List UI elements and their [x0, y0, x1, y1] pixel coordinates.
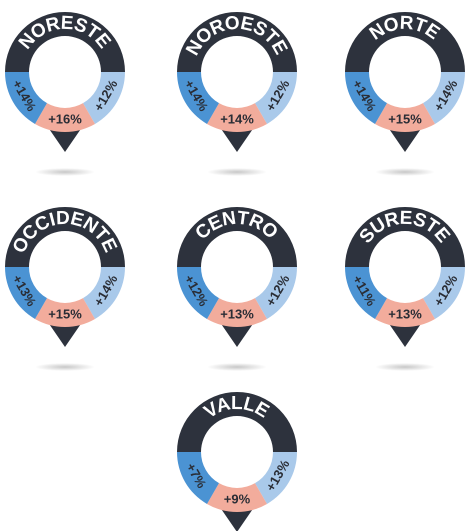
pin: NORTE+14%+15%+14% — [345, 12, 465, 176]
pin-shadow — [375, 168, 435, 176]
segment-label: +14% — [220, 111, 254, 126]
pin: OCCIDENTE+13%+15%+14% — [5, 207, 125, 371]
segment-label: +15% — [48, 306, 82, 321]
segment-bottom — [35, 298, 95, 327]
pin-top — [177, 207, 297, 267]
segment-right — [255, 267, 297, 319]
segment-left — [5, 72, 47, 124]
pin-title: VALLE — [200, 393, 273, 423]
pin-shadow — [35, 363, 95, 371]
pin-top — [177, 12, 297, 72]
segment-bottom — [35, 103, 95, 132]
pin: VALLE+7%+9%+13% — [177, 392, 297, 531]
segment-label: +13% — [220, 306, 254, 321]
segment-right — [255, 452, 297, 504]
segment-bottom — [207, 483, 267, 512]
pin-title-text: NORTE — [366, 13, 443, 45]
segment-left — [177, 267, 219, 319]
segment-right — [255, 72, 297, 124]
segment-right — [83, 267, 125, 319]
pin-title-text: OCCIDENTE — [9, 208, 120, 257]
pin-top — [177, 392, 297, 452]
segment-label: +13% — [388, 306, 422, 321]
segment-right — [423, 267, 465, 319]
pin-title: NORTE — [366, 13, 444, 45]
pin: NOROESTE+14%+14%+12% — [177, 12, 297, 176]
segment-left — [5, 267, 47, 319]
pin: NORESTE+14%+16%+12% — [5, 12, 125, 176]
pin: SURESTE+11%+13%+12% — [345, 207, 465, 371]
pin-title-text: VALLE — [200, 393, 272, 423]
pin-shadow — [207, 168, 267, 176]
pin-top — [345, 12, 465, 72]
segment-left — [177, 72, 219, 124]
pin-top — [5, 207, 125, 267]
pin-shadow — [35, 168, 95, 176]
segment-bottom — [207, 103, 267, 132]
segment-left — [345, 72, 387, 124]
segment-bottom — [207, 298, 267, 327]
pin-shadow — [207, 363, 267, 371]
pin-shadow — [375, 363, 435, 371]
segment-label: +15% — [388, 111, 422, 126]
pin-top — [345, 207, 465, 267]
segment-label: +9% — [224, 491, 251, 506]
pin-title: OCCIDENTE — [9, 208, 121, 257]
pin: CENTRO+12%+13%+12% — [177, 207, 297, 371]
segment-bottom — [375, 298, 435, 327]
segment-right — [83, 72, 125, 124]
segment-left — [177, 452, 219, 504]
segment-right — [423, 72, 465, 124]
segment-bottom — [375, 103, 435, 132]
segment-label: +16% — [48, 111, 82, 126]
segment-left — [345, 267, 387, 319]
pin-top — [5, 12, 125, 72]
